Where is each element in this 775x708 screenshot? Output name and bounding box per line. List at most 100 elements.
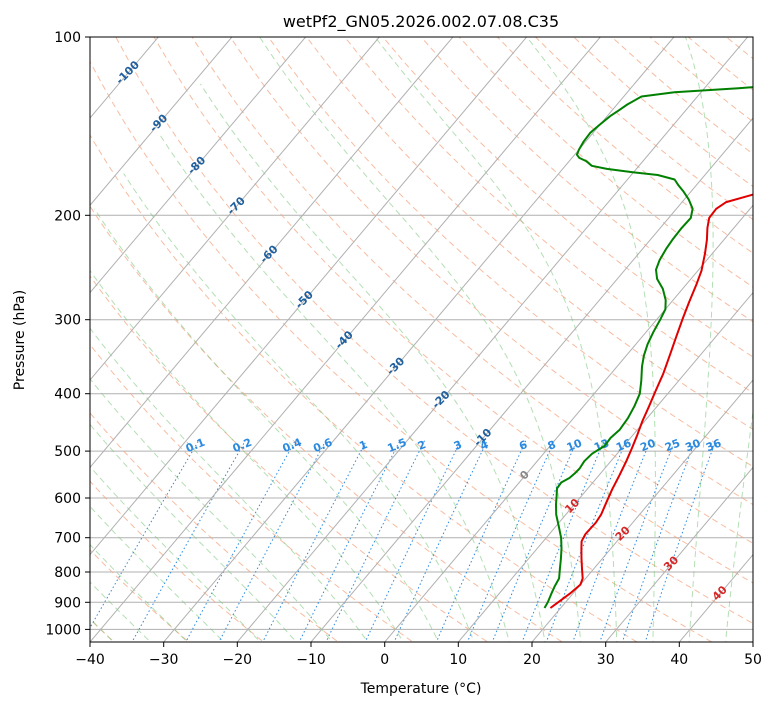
- dry-adiabat: [535, 37, 753, 221]
- mixing-ratio-line: [599, 440, 676, 642]
- dry-adiabat: [765, 37, 775, 647]
- mixing-ratio-line: [298, 440, 401, 642]
- mixing-ratio-label: 25: [663, 437, 682, 455]
- mixing-ratio-label: 3: [452, 438, 464, 453]
- isotherm-label: -90: [147, 111, 170, 134]
- mixing-ratio-line: [572, 440, 651, 642]
- isotherm: [605, 466, 753, 642]
- mixing-ratio-labels: 0.1 0.2 0.4 0.6 1 1.5 2 3 4 6 8 10 13 16 20 25 30 36: [184, 436, 724, 455]
- dry-adiabat: [115, 37, 753, 625]
- isotherms: [90, 37, 753, 642]
- x-tick-label: 40: [670, 652, 688, 668]
- y-tick-label: 900: [54, 595, 81, 611]
- moist-adiabats: [90, 37, 753, 642]
- isotherm: [90, 37, 159, 119]
- dry-adiabats: [90, 37, 775, 647]
- moist-adiabat: [374, 37, 618, 642]
- y-tick-label: 100: [54, 30, 81, 46]
- isotherm-label: -30: [384, 354, 407, 377]
- x-axis-label: Temperature (°C): [360, 681, 482, 697]
- mixing-ratio-label: 1.5: [386, 436, 409, 455]
- dry-adiabat: [458, 37, 753, 288]
- dry-adiabat: [153, 37, 753, 584]
- x-tick-label: 0: [380, 652, 389, 668]
- isotherm: [752, 641, 753, 642]
- x-tick-label: 30: [597, 652, 615, 668]
- mixing-ratio-line: [435, 440, 527, 642]
- moist-adiabat: [90, 543, 189, 642]
- mixing-ratio-line: [90, 440, 200, 629]
- x-tick-label: 10: [449, 652, 467, 668]
- moist-adiabat: [685, 37, 714, 642]
- y-axis-label: Pressure (hPa): [12, 290, 28, 390]
- x-tick-label: −10: [296, 652, 326, 668]
- moist-adiabat: [90, 465, 261, 642]
- y-axis-ticks: 100 200 300 400 500 600 700 800 900 1000: [45, 30, 90, 638]
- x-axis-ticks: −40 −30 −20 −10 0 10 20 30 40 50: [75, 642, 762, 668]
- moist-adiabat: [123, 173, 475, 642]
- mixing-ratio-line: [131, 440, 246, 642]
- y-tick-label: 700: [54, 531, 81, 547]
- dry-adiabat: [90, 275, 489, 642]
- moist-adiabat: [93, 208, 440, 642]
- isotherm: [90, 37, 454, 469]
- dry-adiabat: [90, 549, 190, 642]
- isotherm: [90, 37, 307, 294]
- mixing-ratio-line: [545, 440, 627, 642]
- x-tick-label: −20: [223, 652, 253, 668]
- dry-adiabat: [382, 37, 753, 358]
- dry-adiabat: [90, 60, 713, 642]
- isotherm: [90, 37, 528, 556]
- dry-adiabat: [267, 37, 753, 468]
- mixing-ratio-label: 1: [357, 438, 369, 453]
- moist-adiabat: [90, 423, 297, 642]
- y-tick-label: 300: [54, 313, 81, 329]
- grid-lines: [90, 37, 753, 630]
- x-tick-label: −30: [149, 652, 179, 668]
- mixing-ratio-label: 8: [546, 438, 558, 453]
- chart-title: wetPf2_GN05.2026.002.07.08.C35: [283, 12, 559, 32]
- mixing-ratio-line: [621, 440, 696, 642]
- dry-adiabat: [306, 37, 753, 430]
- sounding-profiles: [543, 86, 753, 609]
- y-tick-label: 600: [54, 491, 81, 507]
- moist-adiabat: [90, 327, 369, 642]
- moist-adiabat: [90, 269, 404, 642]
- isotherm: [163, 37, 675, 642]
- mixing-ratio-line: [491, 440, 578, 642]
- dry-adiabat: [420, 37, 753, 323]
- dry-adiabat: [90, 480, 265, 642]
- y-tick-label: 500: [54, 444, 81, 460]
- isotherm: [384, 204, 753, 642]
- isotherm: [531, 379, 753, 642]
- x-tick-label: −40: [75, 652, 105, 668]
- mixing-ratio-label: 0.6: [311, 436, 334, 455]
- moist-adiabat: [526, 37, 656, 642]
- dry-adiabat: [90, 343, 414, 642]
- mixing-ratio-label: 10: [565, 436, 584, 454]
- isotherm: [457, 291, 753, 642]
- isotherm-label: -80: [185, 154, 208, 177]
- y-tick-label: 1000: [45, 622, 81, 638]
- isotherm-label: -100: [113, 58, 142, 87]
- dry-adiabat: [344, 37, 753, 394]
- moist-adiabat: [90, 581, 152, 642]
- isotherm: [236, 37, 749, 642]
- mixing-ratio-line: [218, 440, 327, 642]
- isotherm: [678, 553, 753, 642]
- dry-adiabat: [90, 412, 340, 642]
- dry-adiabat: [90, 205, 564, 642]
- dry-adiabat: [191, 37, 753, 544]
- y-tick-label: 400: [54, 387, 81, 403]
- mixing-ratio-label: 0.4: [281, 436, 304, 455]
- mixing-ratio-label: 30: [683, 436, 702, 454]
- mixing-ratio-line: [185, 440, 296, 642]
- mixing-ratio-label: 36: [704, 436, 723, 454]
- x-tick-label: 50: [744, 652, 762, 668]
- mixing-ratio-line: [325, 440, 426, 642]
- isotherm: [90, 37, 601, 642]
- mixing-ratio-label: 20: [638, 436, 657, 454]
- isotherm: [90, 37, 233, 207]
- plot-frame: [89, 36, 754, 643]
- dewpoint-profile: [543, 86, 753, 609]
